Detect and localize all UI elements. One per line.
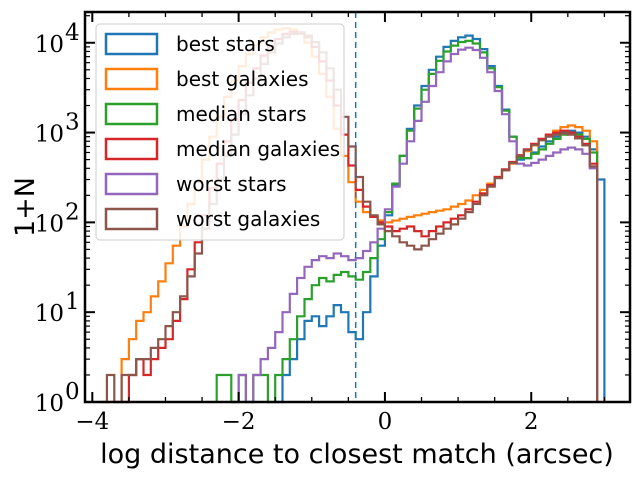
x-tick-label: 0 — [378, 409, 393, 435]
legend-label: worst stars — [176, 172, 287, 196]
y-tick-label: 10 — [35, 32, 64, 58]
legend-swatch — [104, 102, 159, 126]
y-tick-exponent: 1 — [65, 289, 80, 315]
x-tick-label: −2 — [222, 409, 256, 435]
x-axis-label: log distance to closest match (arcsec) — [100, 439, 614, 470]
y-tick-exponent: 4 — [65, 20, 80, 46]
legend-label: median galaxies — [176, 137, 340, 161]
legend-swatch — [104, 67, 159, 91]
legend-items: best stars best galaxies median stars media… — [104, 32, 340, 231]
legend-swatch — [104, 172, 159, 196]
legend-swatch — [104, 32, 159, 56]
y-tick-label: 10 — [35, 122, 64, 148]
x-tick-label: −4 — [75, 409, 109, 435]
legend-swatch — [104, 207, 159, 231]
x-axis-ticks: −4 −2 0 2 — [75, 12, 606, 435]
legend: best stars best galaxies median stars media… — [95, 23, 345, 241]
y-tick-label: 10 — [35, 301, 64, 327]
series-line-median-stars — [215, 39, 599, 404]
x-tick-label: 2 — [524, 409, 539, 435]
y-tick-label: 10 — [35, 211, 64, 237]
legend-label: median stars — [176, 102, 307, 126]
legend-label: best galaxies — [176, 67, 309, 91]
y-tick-exponent: 3 — [65, 110, 80, 136]
y-tick-exponent: 0 — [65, 379, 80, 405]
y-tick-exponent: 2 — [65, 199, 80, 225]
legend-label: best stars — [176, 32, 275, 56]
legend-swatch — [104, 137, 159, 161]
series-line-worst-stars — [231, 46, 599, 404]
y-tick-label: 10 — [35, 391, 64, 417]
plot-frame — [83, 10, 632, 404]
legend-label: worst galaxies — [176, 207, 320, 231]
y-axis-label: 1+N — [10, 177, 41, 237]
